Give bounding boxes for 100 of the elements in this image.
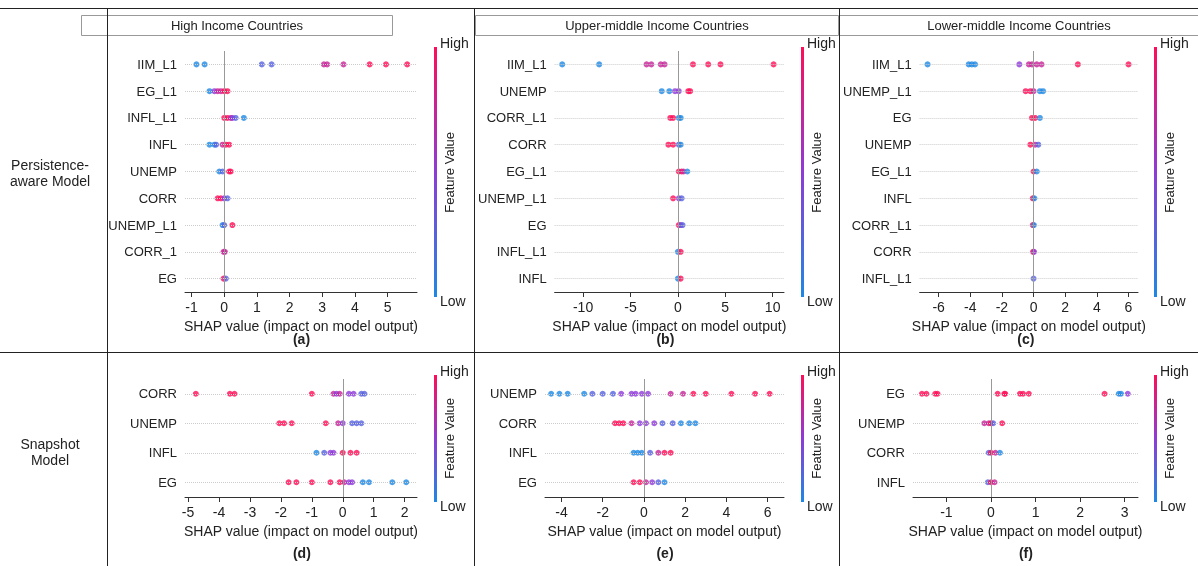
text: Low: [807, 293, 833, 309]
x-tick-label: 0: [220, 299, 229, 315]
text: Low: [440, 498, 466, 514]
y-tick-label: INFL_L1: [127, 110, 177, 126]
y-tick-label: INFL: [508, 445, 537, 461]
y-tick-label: UNEMP: [130, 415, 177, 431]
x-tick-label: 0: [640, 504, 648, 520]
y-tick-label: EG: [158, 474, 177, 490]
y-tick-label: INFL: [876, 474, 905, 490]
y-tick-label: CORR: [498, 415, 537, 431]
x-tick-label: 1: [252, 299, 261, 315]
text: (f): [1018, 545, 1033, 561]
x-tick-label: 1: [369, 504, 378, 520]
y-tick-label: UNEMP_L1: [478, 190, 547, 206]
x-tick-label: -2: [274, 504, 288, 520]
text: (e): [656, 545, 674, 561]
text: High: [1160, 363, 1189, 379]
chart-title: Lower-middle Income Countries: [927, 18, 1112, 33]
y-tick-label: CORR: [138, 190, 177, 206]
text: High: [1160, 35, 1189, 51]
y-tick-label: CORR_1: [124, 244, 177, 260]
y-tick-label: EG: [518, 474, 537, 490]
y-tick-label: IIM_L1: [871, 56, 912, 72]
text: High: [807, 363, 836, 379]
y-tick-label: UNEMP: [864, 137, 912, 153]
x-tick-label: -10: [572, 299, 594, 315]
y-tick-label: INFL: [148, 137, 177, 153]
color-bar-title: Feature Value: [442, 131, 457, 213]
x-tick-label: 2: [1076, 504, 1085, 520]
x-tick-label: 1: [1031, 504, 1040, 520]
x-tick-label: -5: [181, 504, 195, 520]
x-tick-label: -6: [932, 299, 946, 315]
x-tick-label: -2: [995, 299, 1009, 315]
text: Low: [440, 293, 466, 309]
color-bar-title: Feature Value: [1162, 398, 1177, 479]
y-tick-label: UNEMP: [490, 386, 537, 402]
y-tick-label: EG_L1: [136, 83, 177, 99]
x-tick-label: 4: [1092, 299, 1101, 315]
x-tick-label: -5: [624, 299, 637, 315]
x-axis-title: SHAP value (impact on model output): [911, 317, 1146, 334]
y-tick-label: IIM_L1: [137, 56, 177, 72]
x-tick-label: 5: [383, 299, 392, 315]
text: Low: [1160, 498, 1186, 514]
y-axis-title: Snapshot Model: [19, 436, 81, 468]
x-tick-label: -4: [212, 504, 226, 520]
x-axis-title: SHAP value (impact on model output): [908, 522, 1143, 539]
text: Low: [807, 498, 833, 514]
x-tick-label: 4: [722, 504, 731, 520]
x-tick-label: -4: [964, 299, 977, 315]
x-tick-label: -1: [940, 504, 953, 520]
text: (d): [292, 545, 311, 561]
x-tick-label: 2: [400, 504, 409, 520]
y-tick-label: INFL: [518, 271, 547, 287]
x-tick-label: -4: [555, 504, 568, 520]
y-tick-label: EG: [886, 386, 905, 402]
x-tick-label: 2: [681, 504, 690, 520]
text: (c): [1017, 331, 1035, 347]
x-tick-label: 2: [1061, 299, 1070, 315]
chart-title: Upper-middle Income Countries: [565, 18, 750, 33]
x-tick-label: -1: [185, 299, 198, 315]
y-tick-label: UNEMP_L1: [108, 217, 177, 233]
x-tick-label: -3: [243, 504, 257, 520]
y-tick-label: UNEMP: [499, 83, 547, 99]
y-tick-label: UNEMP: [130, 164, 177, 179]
text: (b): [656, 331, 675, 347]
x-tick-label: 4: [351, 299, 360, 315]
x-tick-label: 6: [1124, 299, 1133, 315]
y-tick-label: UNEMP: [858, 415, 905, 431]
color-bar-title: Feature Value: [809, 398, 824, 479]
y-tick-label: CORR: [866, 445, 905, 461]
y-tick-label: INFL_L1: [496, 244, 547, 260]
chart-title: High Income Countries: [170, 18, 304, 33]
x-tick-label: 5: [721, 299, 730, 315]
x-tick-label: 6: [763, 504, 772, 520]
x-axis-title: SHAP value (impact on model output): [552, 317, 787, 334]
text: Low: [1160, 293, 1186, 309]
text: High: [807, 35, 836, 51]
y-tick-label: CORR_L1: [486, 110, 547, 126]
y-tick-label: EG: [158, 271, 177, 287]
x-tick-label: -2: [596, 504, 610, 520]
y-tick-label: INFL: [148, 445, 177, 461]
x-tick-label: 0: [1029, 299, 1038, 315]
color-bar-title: Feature Value: [809, 131, 824, 213]
x-tick-label: 0: [338, 504, 347, 520]
text: High: [440, 35, 469, 51]
y-tick-label: INFL_L1: [861, 271, 912, 287]
y-tick-label: CORR: [508, 137, 547, 153]
text: High: [440, 363, 469, 379]
x-tick-label: 3: [318, 299, 327, 315]
y-tick-label: CORR: [873, 244, 912, 260]
y-tick-label: INFL: [883, 190, 912, 206]
y-tick-label: CORR_L1: [851, 217, 912, 233]
y-tick-label: IIM_L1: [506, 56, 547, 72]
color-bar-title: Feature Value: [442, 398, 457, 479]
color-bar-title: Feature Value: [1162, 131, 1177, 213]
y-tick-label: EG: [892, 110, 912, 126]
x-axis-title: SHAP value (impact on model output): [547, 522, 782, 539]
y-tick-label: CORR: [138, 386, 177, 402]
x-tick-label: -1: [305, 504, 319, 520]
x-tick-label: 2: [285, 299, 294, 315]
